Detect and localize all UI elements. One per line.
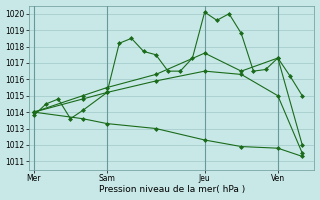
X-axis label: Pression niveau de la mer( hPa ): Pression niveau de la mer( hPa ) [99, 185, 245, 194]
